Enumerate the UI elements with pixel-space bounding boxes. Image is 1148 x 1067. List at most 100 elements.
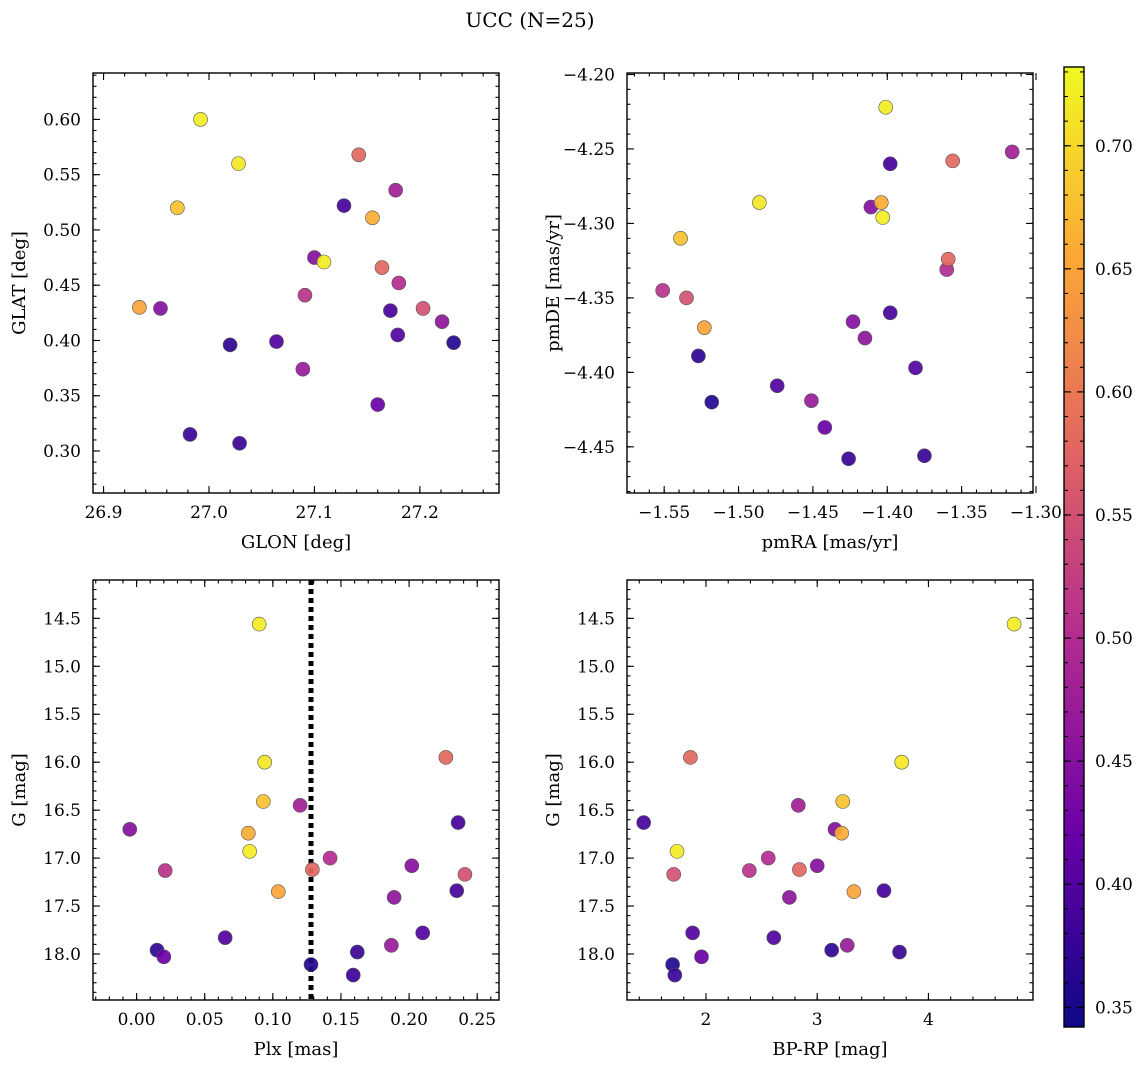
- data-point: [834, 825, 849, 841]
- figure-title: UCC (N=25): [465, 8, 594, 32]
- data-point: [1004, 144, 1020, 160]
- y-tick-label: −4.20: [563, 65, 615, 85]
- x-tick-label: 2: [701, 1010, 712, 1030]
- x-tick-label: −1.35: [936, 503, 988, 523]
- data-point: [404, 858, 420, 874]
- y-tick-label: 17.0: [577, 849, 615, 869]
- colorbar-tick-label: 0.65: [1095, 260, 1133, 280]
- data-point: [434, 314, 450, 329]
- data-point: [752, 195, 767, 210]
- data-point: [839, 938, 855, 953]
- data-point: [365, 210, 380, 226]
- data-point: [655, 283, 670, 298]
- data-point: [917, 448, 932, 464]
- x-tick-label: −1.40: [861, 503, 913, 523]
- data-point: [876, 883, 892, 898]
- data-point: [704, 394, 720, 410]
- data-points: [636, 616, 1022, 983]
- data-point: [232, 435, 247, 451]
- x-tick-label: 27.2: [401, 503, 439, 523]
- data-point: [908, 360, 923, 376]
- x-tick-label: 27.0: [190, 503, 228, 523]
- x-tick-label: 3: [812, 1010, 823, 1030]
- data-point: [292, 798, 308, 813]
- data-point: [153, 301, 168, 316]
- data-point: [270, 884, 286, 899]
- data-point: [336, 198, 352, 213]
- y-axis-label: G [mag]: [543, 753, 564, 826]
- y-tick-label: 0.45: [43, 276, 81, 296]
- y-tick-label: −4.45: [563, 438, 615, 458]
- y-tick-label: 18.0: [577, 945, 615, 965]
- data-point: [297, 287, 313, 303]
- y-tick-label: 16.0: [577, 753, 615, 773]
- data-point: [303, 957, 319, 972]
- data-point: [222, 337, 238, 353]
- panels: 26.9 27.0 27.1 27.2 0.30 0.35 0.40 0.45 0.50 0.55…: [9, 65, 1062, 1060]
- data-point: [257, 754, 272, 770]
- data-point: [374, 260, 390, 275]
- panel-bottom-right: 2 3 4 14.5 15.0 15.5 16.0 16.5 17.0 17.5 18.0 BP-RP…: [543, 579, 1034, 1060]
- data-point: [792, 862, 807, 877]
- y-tick-label: 15.5: [43, 705, 81, 725]
- data-point: [940, 251, 956, 267]
- y-tick-label: 16.5: [577, 801, 615, 821]
- colorbar-tick-label: 0.35: [1095, 998, 1133, 1018]
- x-tick-label: 0.10: [254, 1010, 292, 1030]
- data-point: [383, 303, 398, 318]
- data-point: [875, 210, 891, 225]
- data-point: [384, 938, 399, 953]
- x-tick-label: 0.05: [186, 1010, 224, 1030]
- y-tick-label: 16.0: [43, 753, 81, 773]
- data-point: [666, 867, 682, 882]
- data-point: [351, 147, 367, 163]
- data-point: [691, 348, 706, 364]
- data-point: [892, 944, 907, 960]
- plot-frame: [626, 579, 1034, 1001]
- y-tick-label: −4.35: [563, 289, 615, 309]
- x-axis-label: Plx [mas]: [254, 1039, 339, 1060]
- data-point: [636, 815, 651, 830]
- data-point: [415, 301, 431, 316]
- y-tick-label: 15.5: [577, 705, 615, 725]
- data-point: [782, 890, 797, 905]
- y-tick-label: 16.5: [43, 801, 81, 821]
- data-point: [446, 335, 461, 350]
- data-point: [386, 890, 402, 905]
- y-tick-label: 17.5: [577, 897, 615, 917]
- y-tick-label: 0.55: [43, 166, 81, 186]
- data-point: [760, 850, 776, 866]
- x-tick-label: −1.45: [787, 503, 839, 523]
- data-point: [316, 254, 332, 270]
- data-point: [350, 944, 365, 960]
- data-point: [673, 231, 688, 246]
- data-point: [841, 451, 856, 467]
- colorbar-tick-label: 0.60: [1095, 383, 1133, 403]
- y-tick-label: 0.30: [43, 442, 81, 462]
- y-tick-label: 0.50: [43, 221, 81, 241]
- plot-frame: [626, 72, 1034, 494]
- x-axis-label: pmRA [mas/yr]: [762, 532, 899, 553]
- data-point: [945, 153, 960, 169]
- x-tick-label: 0.00: [118, 1010, 156, 1030]
- data-point: [132, 300, 147, 315]
- data-point: [305, 862, 320, 877]
- colorbar-tick-label: 0.55: [1095, 506, 1133, 526]
- panel-bottom-left: 0.00 0.05 0.10 0.15 0.20 0.25 14.5 15.0 15.5 16.0…: [9, 579, 500, 1060]
- y-tick-label: 17.0: [43, 849, 81, 869]
- data-point: [683, 750, 698, 765]
- colorbar-tick-label: 0.45: [1095, 752, 1133, 772]
- x-tick-label: 0.15: [322, 1010, 360, 1030]
- data-point: [809, 858, 825, 874]
- data-point: [295, 361, 311, 377]
- data-point: [817, 420, 833, 435]
- y-tick-label: −4.30: [563, 214, 615, 234]
- data-point: [322, 850, 338, 866]
- data-point: [256, 794, 271, 809]
- data-point: [846, 884, 862, 899]
- plot-frame: [92, 72, 500, 494]
- data-point: [391, 275, 407, 291]
- data-point: [449, 883, 465, 898]
- colorbar-tick-label: 0.70: [1095, 137, 1133, 157]
